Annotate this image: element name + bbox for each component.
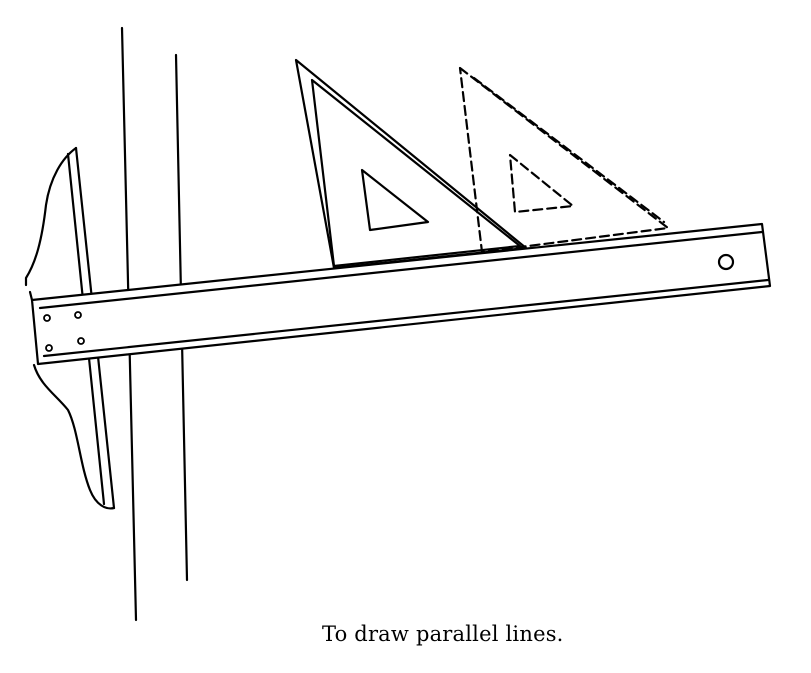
- screw: [45, 344, 53, 352]
- screw: [74, 311, 82, 319]
- figure-caption: To draw parallel lines.: [322, 622, 564, 646]
- screw: [43, 314, 51, 322]
- screw: [77, 337, 85, 345]
- set-square-moved-dashed: [458, 66, 670, 254]
- set-square-solid: [294, 58, 528, 270]
- dashed-cutout: [508, 153, 575, 214]
- hang-hole: [717, 253, 735, 271]
- set-square-cutout: [360, 168, 430, 232]
- t-square-blade: [28, 222, 772, 366]
